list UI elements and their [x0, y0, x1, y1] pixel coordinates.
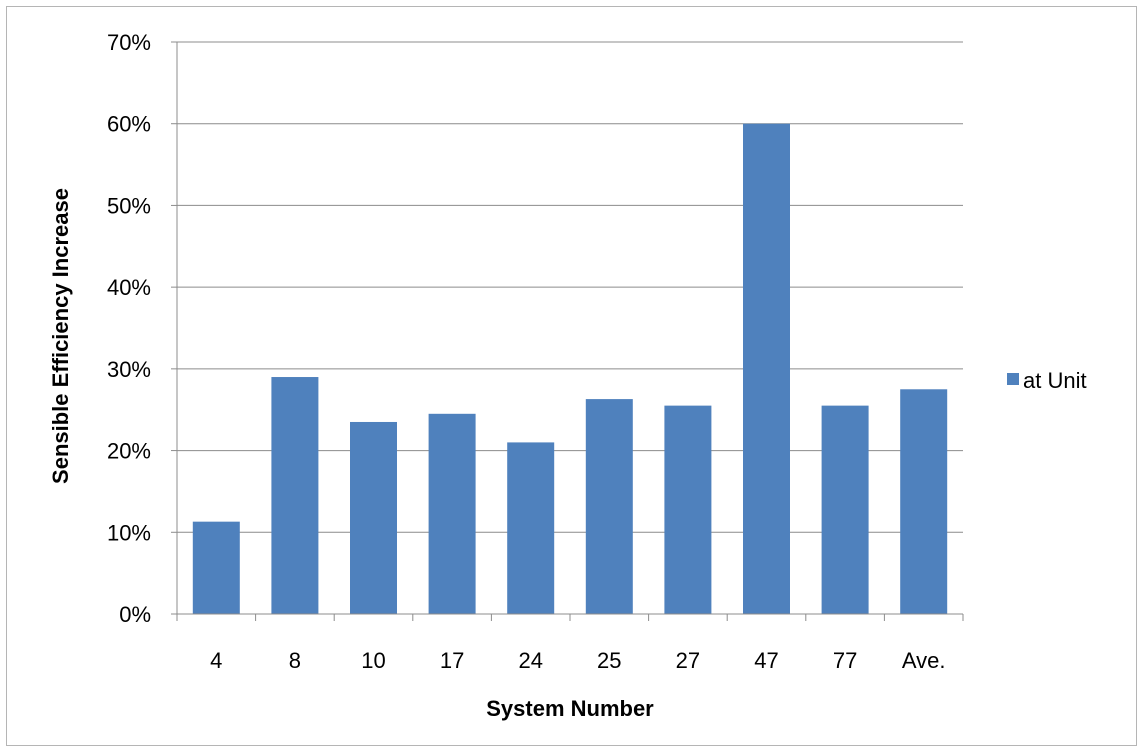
bar — [743, 123, 790, 614]
bar — [507, 442, 555, 614]
y-tick-label: 0% — [119, 602, 151, 627]
legend-label: at Unit — [1023, 368, 1087, 393]
y-tick-label: 60% — [107, 112, 151, 137]
bars — [192, 123, 948, 614]
bar — [192, 521, 240, 614]
bar — [585, 399, 633, 614]
legend: at Unit — [1007, 368, 1087, 393]
x-tick-label: 17 — [440, 648, 464, 673]
y-tick-labels: 0% 10% 20% 30% 40% 50% 60% 70% — [107, 30, 151, 627]
x-tick-label: Ave. — [902, 648, 946, 673]
y-axis-title: Sensible Efficiency Increase — [48, 188, 73, 484]
x-tick-label: 47 — [754, 648, 778, 673]
x-axis-title: System Number — [486, 696, 654, 721]
bar — [350, 421, 397, 614]
x-tick-label: 27 — [676, 648, 700, 673]
y-tick-label: 20% — [107, 439, 151, 464]
bar — [900, 389, 948, 614]
axes — [171, 41, 964, 621]
y-tick-label: 70% — [107, 30, 151, 55]
x-tick-label: 25 — [597, 648, 621, 673]
y-tick-label: 10% — [107, 520, 151, 545]
bar — [428, 413, 476, 614]
x-tick-labels: 4 8 10 17 24 25 27 47 77 Ave. — [210, 648, 945, 673]
y-tick-label: 40% — [107, 275, 151, 300]
bar — [821, 405, 869, 614]
x-tick-label: 24 — [518, 648, 542, 673]
legend-swatch — [1007, 373, 1019, 385]
bar — [271, 377, 319, 614]
y-tick-label: 50% — [107, 193, 151, 218]
bar — [664, 405, 712, 614]
x-tick-label: 8 — [289, 648, 301, 673]
x-tick-label: 77 — [833, 648, 857, 673]
chart-frame — [6, 6, 1137, 746]
x-tick-label: 10 — [361, 648, 385, 673]
y-tick-label: 30% — [107, 357, 151, 382]
x-tick-label: 4 — [210, 648, 222, 673]
